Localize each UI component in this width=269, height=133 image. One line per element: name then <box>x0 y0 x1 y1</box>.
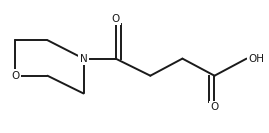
Text: O: O <box>11 71 20 81</box>
Text: O: O <box>111 14 120 24</box>
Text: OH: OH <box>248 54 264 64</box>
Text: O: O <box>210 102 219 112</box>
Text: N: N <box>80 54 87 64</box>
